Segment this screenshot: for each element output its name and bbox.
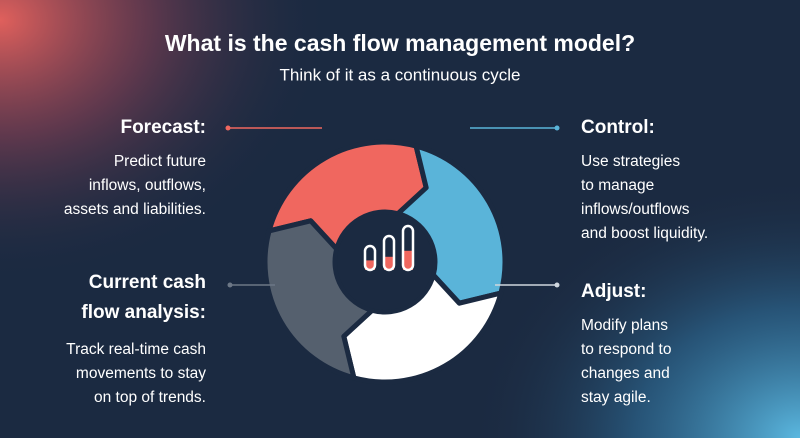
icon-bar-fill xyxy=(365,260,375,270)
stage-description: Use strategies xyxy=(581,153,680,170)
icon-bar xyxy=(401,224,415,272)
stage-label: Current cash xyxy=(89,272,206,293)
stage-label: Forecast: xyxy=(120,117,206,138)
stage-description: and boost liquidity. xyxy=(581,225,708,242)
stage-description: stay agile. xyxy=(581,389,651,406)
stage-description: changes and xyxy=(581,365,670,382)
stage-description: Modify plans xyxy=(581,317,668,334)
stage-label: Control: xyxy=(581,117,655,138)
stage-description: to manage xyxy=(581,177,654,194)
stage-label: flow analysis: xyxy=(81,302,206,323)
icon-bar xyxy=(363,244,377,272)
connector-dot xyxy=(554,125,560,131)
icon-bar-fill xyxy=(384,256,394,270)
stage-description: inflows/outflows xyxy=(581,201,690,218)
connector-dot xyxy=(227,282,233,288)
cycle xyxy=(225,125,560,385)
icon-bar xyxy=(382,234,396,272)
stage-description: Predict future xyxy=(114,153,206,170)
connector-dot xyxy=(225,125,231,131)
stage-description: Track real-time cash xyxy=(66,341,206,358)
title: What is the cash flow management model? xyxy=(165,30,635,56)
stage-description: inflows, outflows, xyxy=(89,177,206,194)
stage-description: movements to stay xyxy=(76,365,206,382)
subtitle: Think of it as a continuous cycle xyxy=(280,65,521,84)
stage-description: on top of trends. xyxy=(94,389,206,406)
icon-bar-fill xyxy=(403,250,413,270)
cycle-arrow xyxy=(262,218,375,381)
stage-description: assets and liabilities. xyxy=(64,201,206,218)
stage-texts: Forecast: Predict future inflows, outflows… xyxy=(64,117,708,406)
cycle-arrow xyxy=(266,139,429,252)
stage-label: Adjust: xyxy=(581,281,646,302)
cycle-arrow xyxy=(341,272,504,385)
connector-dot xyxy=(554,282,560,288)
cycle-arrow xyxy=(395,143,508,306)
stage-description: to respond to xyxy=(581,341,671,358)
